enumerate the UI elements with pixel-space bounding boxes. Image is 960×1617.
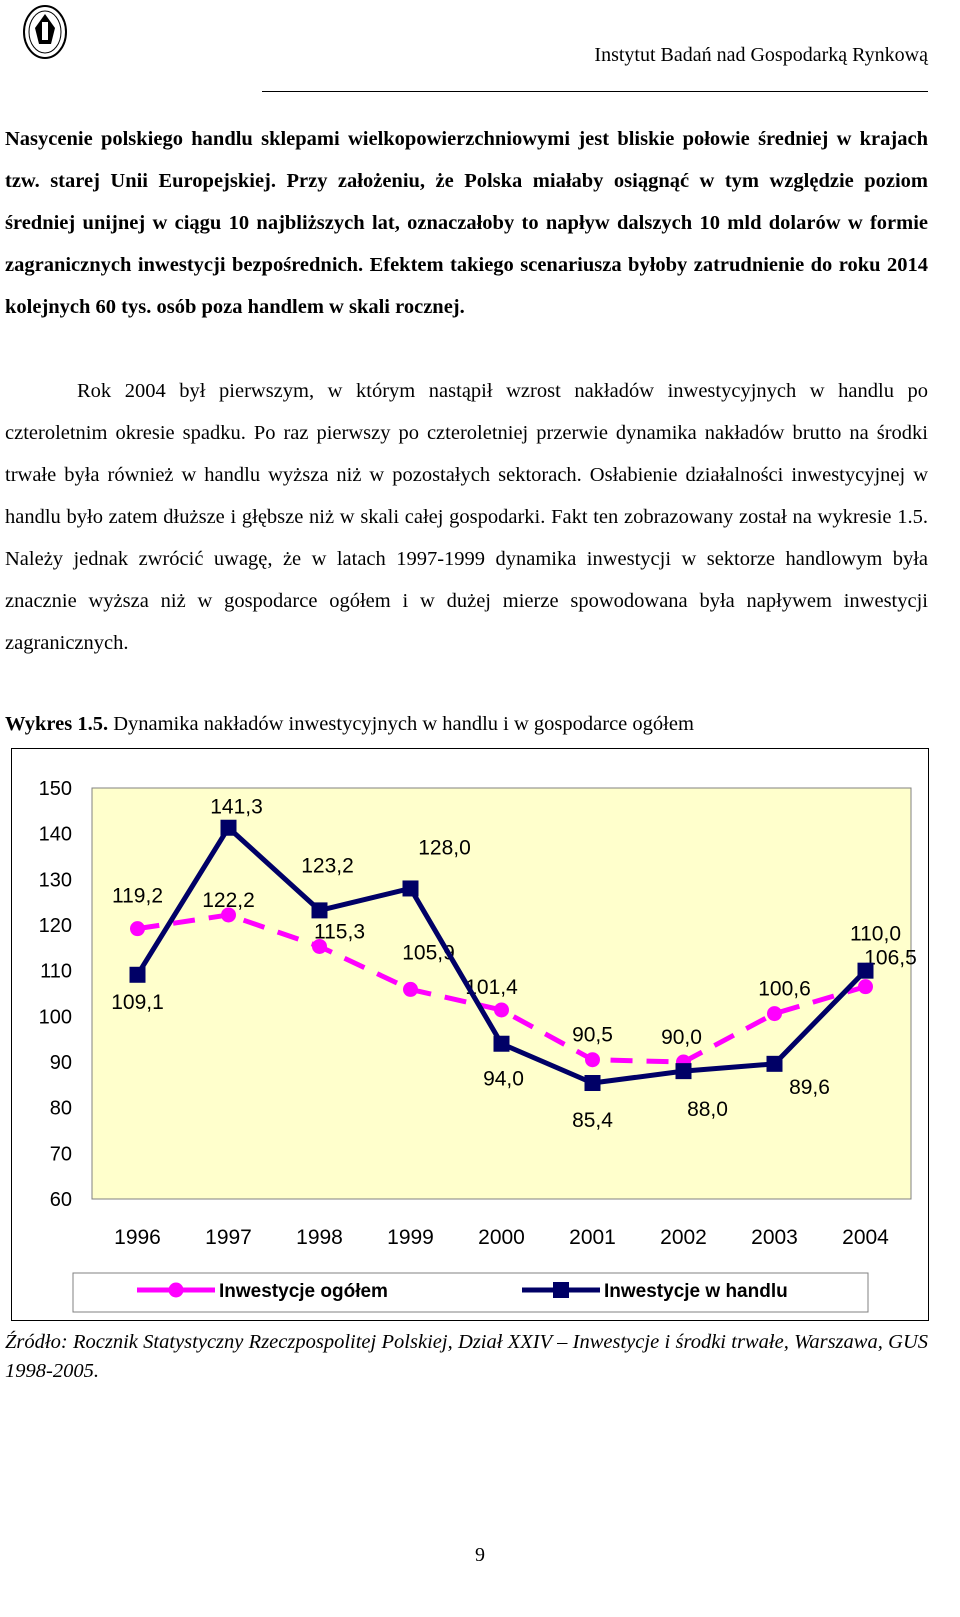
data-point xyxy=(402,880,419,897)
y-tick-label: 150 xyxy=(39,778,72,800)
header-divider xyxy=(262,91,928,92)
data-point xyxy=(675,1063,692,1080)
data-point xyxy=(220,819,237,836)
x-tick-label: 2002 xyxy=(660,1226,707,1249)
y-tick-label: 100 xyxy=(39,1006,72,1028)
x-tick-label: 2003 xyxy=(751,1226,798,1249)
data-point xyxy=(129,966,146,983)
data-point xyxy=(493,1035,510,1052)
data-label: 119,2 xyxy=(112,885,163,908)
data-label: 128,0 xyxy=(418,836,471,859)
page-number: 9 xyxy=(475,1544,485,1566)
y-tick-label: 90 xyxy=(50,1052,72,1074)
institute-logo xyxy=(22,4,68,60)
data-point xyxy=(130,921,145,937)
x-tick-label: 2004 xyxy=(842,1226,889,1249)
header-institute-name: Instytut Badań nad Gospodarką Rynkową xyxy=(594,44,928,66)
data-point xyxy=(312,938,327,954)
data-label: 101,4 xyxy=(465,976,518,999)
data-label: 88,0 xyxy=(687,1098,728,1121)
source-note: Źródło: Rocznik Statystyczny Rzeczpospol… xyxy=(5,1331,928,1382)
data-point xyxy=(857,962,874,979)
data-point xyxy=(403,981,418,997)
legend-marker xyxy=(168,1282,184,1298)
data-label: 89,6 xyxy=(789,1076,830,1099)
paragraph-bold: Nasycenie polskiego handlu sklepami wiel… xyxy=(5,128,928,318)
paragraph-body: Rok 2004 był pierwszym, w którym nastąpi… xyxy=(5,380,928,654)
data-label: 141,3 xyxy=(210,796,263,819)
y-tick-label: 60 xyxy=(50,1189,72,1211)
data-label: 90,0 xyxy=(661,1026,702,1049)
data-label: 85,4 xyxy=(572,1109,613,1132)
data-label: 100,6 xyxy=(758,978,811,1001)
data-label: 109,1 xyxy=(111,991,164,1014)
x-tick-label: 2001 xyxy=(569,1226,616,1249)
figure-label: Wykres 1.5. xyxy=(5,713,109,735)
data-point xyxy=(767,1006,782,1022)
y-tick-label: 120 xyxy=(39,915,72,937)
legend-marker xyxy=(553,1282,569,1298)
y-tick-label: 140 xyxy=(39,824,72,846)
x-tick-label: 1996 xyxy=(114,1226,161,1249)
y-tick-label: 70 xyxy=(50,1143,72,1165)
y-tick-label: 130 xyxy=(39,869,72,891)
chart-frame: 150 140 130 120 110 100 90 80 70 60 1996 1997 1998 19… xyxy=(11,748,929,1321)
figure-caption-text: Dynamika nakładów inwestycyjnych w handl… xyxy=(108,713,694,735)
data-point xyxy=(585,1052,600,1068)
data-label: 115,3 xyxy=(314,920,365,943)
data-point xyxy=(221,907,236,923)
data-label: 106,5 xyxy=(864,947,917,970)
legend-label: Inwestycje w handlu xyxy=(604,1281,788,1302)
y-tick-label: 80 xyxy=(50,1098,72,1120)
series-line-inwestycje-ogolem xyxy=(137,912,867,1065)
data-point xyxy=(494,1002,509,1018)
data-label: 110,0 xyxy=(850,923,901,946)
data-label: 94,0 xyxy=(483,1068,524,1091)
plot-area xyxy=(91,787,912,1200)
figure-caption: Wykres 1.5. Dynamika nakładów inwestycyj… xyxy=(5,713,694,736)
x-tick-label: 1998 xyxy=(296,1226,343,1249)
data-point xyxy=(766,1055,783,1072)
legend-label: Inwestycje ogółem xyxy=(219,1281,388,1302)
data-label: 105,9 xyxy=(402,941,455,964)
x-tick-label: 1997 xyxy=(205,1226,252,1249)
data-label: 90,5 xyxy=(572,1024,613,1047)
data-point xyxy=(858,979,873,995)
y-tick-label: 110 xyxy=(40,961,72,983)
data-point xyxy=(311,902,328,919)
data-point xyxy=(584,1075,601,1092)
data-label: 123,2 xyxy=(301,854,354,877)
data-label: 122,2 xyxy=(202,889,255,912)
x-tick-label: 1999 xyxy=(387,1226,434,1249)
line-chart: 150 140 130 120 110 100 90 80 70 60 1996 1997 1998 19… xyxy=(39,778,917,1313)
x-tick-label: 2000 xyxy=(478,1226,525,1249)
